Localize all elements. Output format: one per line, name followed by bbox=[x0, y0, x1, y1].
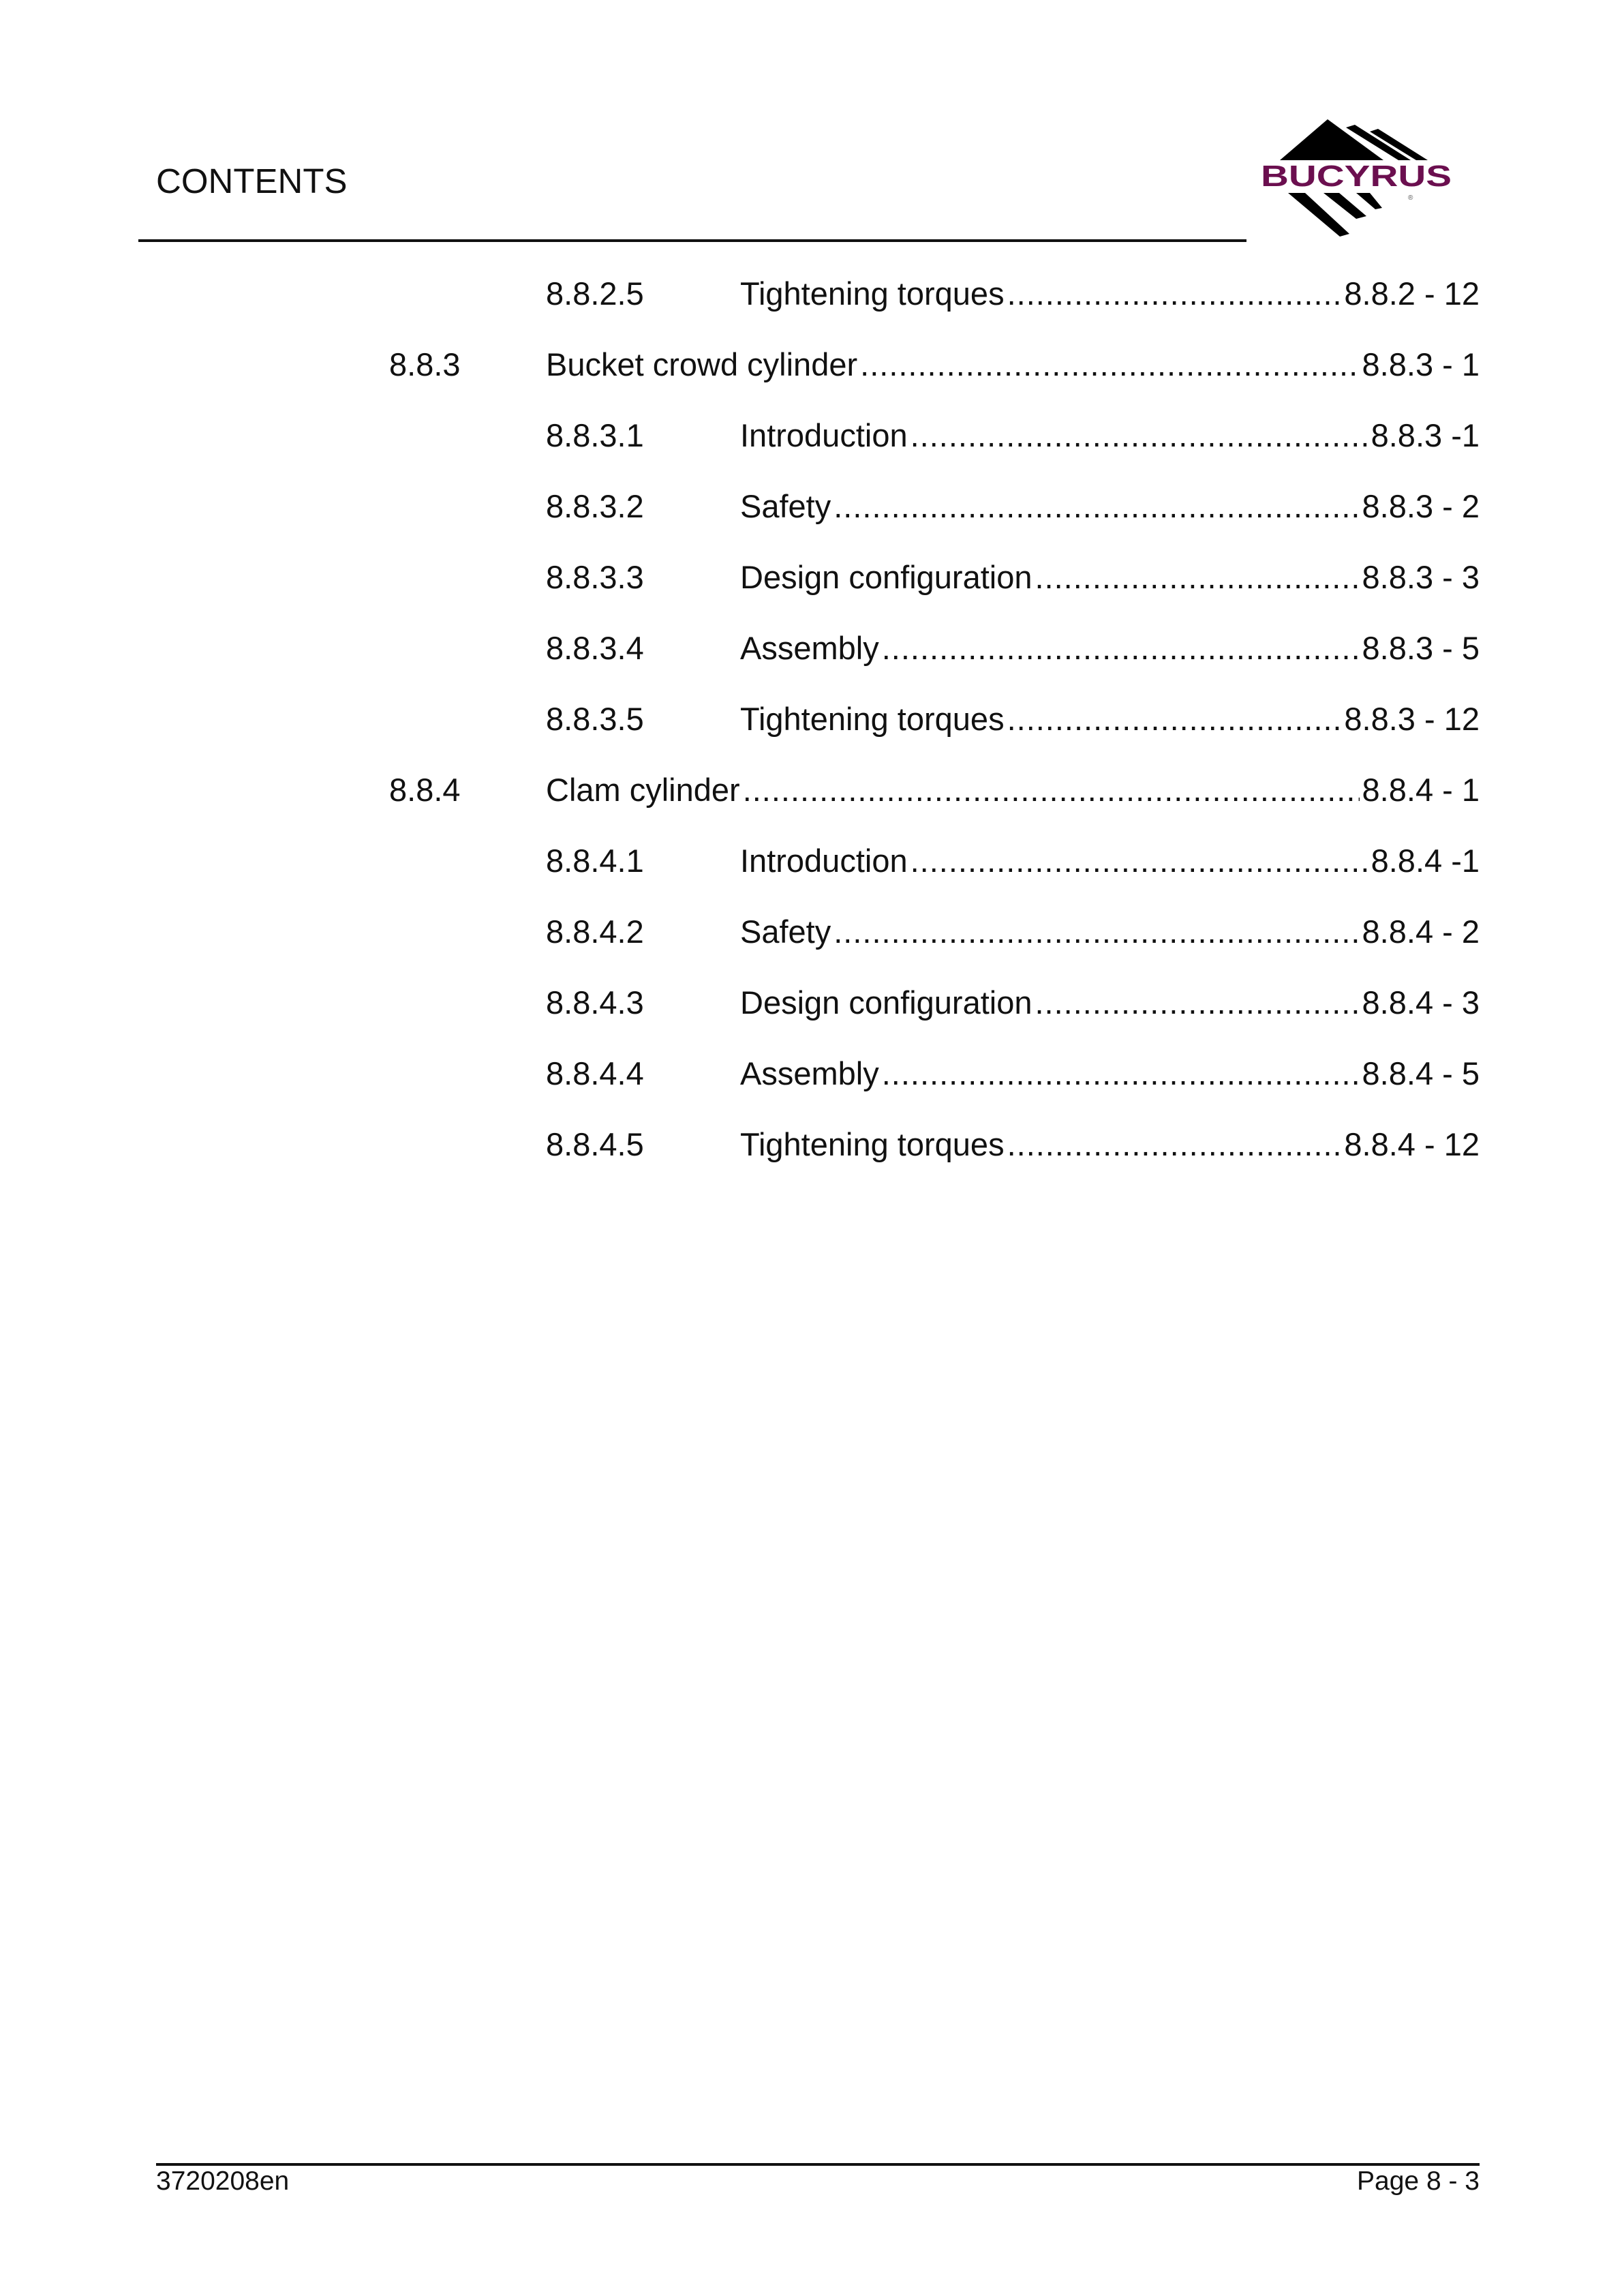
page-header-title: CONTENTS bbox=[156, 162, 348, 200]
toc-page-ref: 8.8.4 - 1 bbox=[1362, 772, 1480, 808]
toc-page-ref: 8.8.3 - 3 bbox=[1362, 559, 1480, 595]
toc-entry[interactable]: 8.8.4.4 Assembly 8.8.4 - 5 bbox=[0, 1053, 1622, 1094]
svg-text:®: ® bbox=[1408, 194, 1413, 202]
toc-page-ref: 8.8.4 -1 bbox=[1371, 843, 1480, 879]
toc-section-title[interactable]: Clam cylinder bbox=[546, 772, 740, 808]
toc-entry[interactable]: 8.8.4.3 Design configuration 8.8.4 - 3 bbox=[0, 982, 1622, 1023]
toc-entry[interactable]: 8.8.4.2 Safety 8.8.4 - 2 bbox=[0, 911, 1622, 952]
toc-entry-line: Introduction 8.8.4 -1 bbox=[740, 841, 1480, 881]
toc-entry-line: Safety 8.8.3 - 2 bbox=[740, 486, 1480, 527]
dot-leader bbox=[860, 344, 1359, 385]
toc-page-ref: 8.8.4 - 3 bbox=[1362, 984, 1480, 1021]
toc-section-title[interactable]: Tightening torques bbox=[740, 701, 1005, 737]
toc-section-title[interactable]: Introduction bbox=[740, 843, 908, 879]
toc-entry-line: Assembly 8.8.3 - 5 bbox=[740, 628, 1480, 669]
toc-section-number: 8.8.2.5 bbox=[546, 275, 644, 312]
toc-page-ref: 8.8.3 - 5 bbox=[1362, 630, 1480, 666]
toc-entry-line: Introduction 8.8.3 -1 bbox=[740, 415, 1480, 456]
dot-leader bbox=[1007, 1124, 1342, 1165]
dot-leader bbox=[833, 486, 1359, 527]
toc-page-ref: 8.8.2 - 12 bbox=[1344, 275, 1480, 312]
toc-section-number: 8.8.4.4 bbox=[546, 1055, 644, 1091]
toc-page-ref: 8.8.3 - 12 bbox=[1344, 701, 1480, 737]
toc-section-number: 8.8.3.2 bbox=[546, 488, 644, 524]
toc-entry-line: Design configuration 8.8.3 - 3 bbox=[740, 557, 1480, 598]
toc-entry[interactable]: 8.8.3.4 Assembly 8.8.3 - 5 bbox=[0, 628, 1622, 669]
toc-section-number: 8.8.4.1 bbox=[546, 843, 644, 879]
toc-section-title[interactable]: Introduction bbox=[740, 417, 908, 453]
dot-leader bbox=[882, 628, 1360, 669]
toc-section-number: 8.8.4.5 bbox=[546, 1126, 644, 1162]
toc-section-number: 8.8.3 bbox=[389, 346, 461, 382]
toc-entry-line: Clam cylinder 8.8.4 - 1 bbox=[546, 770, 1480, 811]
toc-section-title[interactable]: Safety bbox=[740, 488, 831, 524]
toc-entry-line: Design configuration 8.8.4 - 3 bbox=[740, 982, 1480, 1023]
dot-leader bbox=[833, 911, 1359, 952]
toc-entry[interactable]: 8.8.4.5 Tightening torques 8.8.4 - 12 bbox=[0, 1124, 1622, 1165]
toc-entry-line: Assembly 8.8.4 - 5 bbox=[740, 1053, 1480, 1094]
footer-page-number: Page 8 - 3 bbox=[1357, 2166, 1480, 2196]
toc-entry-line: Safety 8.8.4 - 2 bbox=[740, 911, 1480, 952]
toc-section-number: 8.8.4 bbox=[389, 772, 461, 808]
bucyrus-logo: BUCYRUS ® bbox=[1261, 119, 1452, 237]
toc-section-title[interactable]: Bucket crowd cylinder bbox=[546, 346, 858, 382]
toc-entry-line: Tightening torques 8.8.4 - 12 bbox=[740, 1124, 1480, 1165]
toc-entry[interactable]: 8.8.3.1 Introduction 8.8.3 -1 bbox=[0, 415, 1622, 456]
toc-page-ref: 8.8.4 - 2 bbox=[1362, 913, 1480, 950]
dot-leader bbox=[911, 415, 1368, 456]
dot-leader bbox=[882, 1053, 1360, 1094]
toc-entry-line: Bucket crowd cylinder 8.8.3 - 1 bbox=[546, 344, 1480, 385]
dot-leader bbox=[911, 841, 1368, 881]
toc-entry[interactable]: 8.8.2.5 Tightening torques 8.8.2 - 12 bbox=[0, 273, 1622, 314]
footer-doc-number: 3720208en bbox=[156, 2166, 290, 2196]
toc-section-number: 8.8.3.4 bbox=[546, 630, 644, 666]
toc-entry[interactable]: 8.8.3 Bucket crowd cylinder 8.8.3 - 1 bbox=[0, 344, 1622, 385]
toc-section-title[interactable]: Assembly bbox=[740, 630, 879, 666]
toc-section-title[interactable]: Design configuration bbox=[740, 984, 1032, 1021]
toc-entry[interactable]: 8.8.3.3 Design configuration 8.8.3 - 3 bbox=[0, 557, 1622, 598]
dot-leader bbox=[743, 770, 1360, 811]
toc-section-number: 8.8.3.3 bbox=[546, 559, 644, 595]
toc-page-ref: 8.8.4 - 5 bbox=[1362, 1055, 1480, 1091]
toc-section-title[interactable]: Assembly bbox=[740, 1055, 879, 1091]
dot-leader bbox=[1007, 273, 1342, 314]
toc-entry-line: Tightening torques 8.8.3 - 12 bbox=[740, 699, 1480, 740]
toc-page-ref: 8.8.4 - 12 bbox=[1344, 1126, 1480, 1162]
toc-section-number: 8.8.3.5 bbox=[546, 701, 644, 737]
toc-entry[interactable]: 8.8.4.1 Introduction 8.8.4 -1 bbox=[0, 841, 1622, 881]
toc-section-title[interactable]: Tightening torques bbox=[740, 275, 1005, 312]
header-divider bbox=[138, 239, 1246, 242]
svg-text:BUCYRUS: BUCYRUS bbox=[1261, 160, 1452, 193]
toc-page-ref: 8.8.3 -1 bbox=[1371, 417, 1480, 453]
toc-entry-line: Tightening torques 8.8.2 - 12 bbox=[740, 273, 1480, 314]
toc-section-title[interactable]: Design configuration bbox=[740, 559, 1032, 595]
toc-section-number: 8.8.4.2 bbox=[546, 913, 644, 950]
toc-section-number: 8.8.4.3 bbox=[546, 984, 644, 1021]
toc-section-number: 8.8.3.1 bbox=[546, 417, 644, 453]
toc-section-title[interactable]: Safety bbox=[740, 913, 831, 950]
toc-entry[interactable]: 8.8.3.2 Safety 8.8.3 - 2 bbox=[0, 486, 1622, 527]
toc-page-ref: 8.8.3 - 1 bbox=[1362, 346, 1480, 382]
dot-leader bbox=[1007, 699, 1342, 740]
toc-entry[interactable]: 8.8.3.5 Tightening torques 8.8.3 - 12 bbox=[0, 699, 1622, 740]
dot-leader bbox=[1035, 557, 1360, 598]
toc-page-ref: 8.8.3 - 2 bbox=[1362, 488, 1480, 524]
toc-section-title[interactable]: Tightening torques bbox=[740, 1126, 1005, 1162]
toc-entry[interactable]: 8.8.4 Clam cylinder 8.8.4 - 1 bbox=[0, 770, 1622, 811]
dot-leader bbox=[1035, 982, 1360, 1023]
footer-divider bbox=[156, 2163, 1480, 2166]
